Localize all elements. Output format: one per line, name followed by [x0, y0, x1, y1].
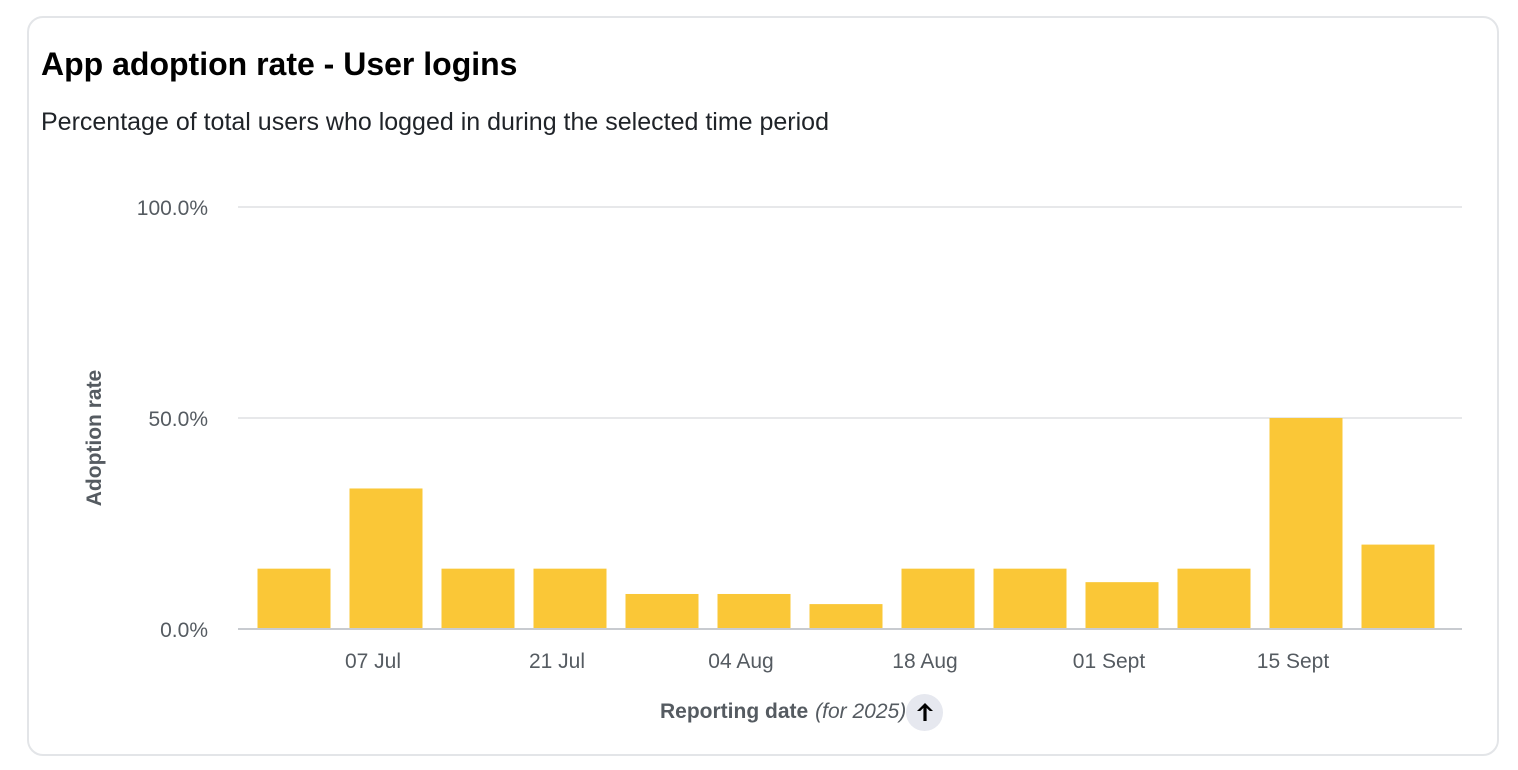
- x-axis-label-note: (for 2025): [815, 700, 907, 723]
- arrow-up-icon: [916, 703, 933, 721]
- y-tick-label: 100.0%: [137, 197, 208, 220]
- x-tick-label: 18 Aug: [892, 650, 957, 673]
- bars: [257, 418, 1435, 628]
- bar[interactable]: [1361, 544, 1435, 628]
- bar[interactable]: [1085, 582, 1159, 628]
- chart-subtitle: Percentage of total users who logged in …: [41, 108, 829, 136]
- sort-toggle-button[interactable]: [906, 693, 944, 731]
- chart-card: [27, 16, 1499, 756]
- bar[interactable]: [1177, 568, 1251, 628]
- bar[interactable]: [901, 568, 975, 628]
- bar[interactable]: [441, 568, 515, 628]
- y-tick-label: 0.0%: [160, 619, 208, 642]
- bar[interactable]: [809, 604, 883, 628]
- x-axis-label: Reporting date (for 2025): [660, 693, 944, 731]
- bar[interactable]: [1269, 418, 1343, 628]
- bar[interactable]: [993, 568, 1067, 628]
- bar[interactable]: [533, 568, 607, 628]
- y-tick-label: 50.0%: [148, 408, 208, 431]
- chart-title: App adoption rate - User logins: [41, 46, 518, 82]
- x-tick-label: 04 Aug: [708, 650, 773, 673]
- bar[interactable]: [349, 488, 423, 628]
- bar[interactable]: [717, 593, 791, 628]
- x-tick-label: 07 Jul: [345, 650, 401, 673]
- bar[interactable]: [257, 568, 331, 628]
- gridlines: [238, 206, 1462, 630]
- y-axis-label: Adoption rate: [83, 370, 106, 507]
- x-tick-label: 21 Jul: [529, 650, 585, 673]
- x-axis-label-text: Reporting date: [660, 700, 809, 723]
- y-tick-labels: 0.0% 50.0% 100.0%: [137, 197, 208, 642]
- bar[interactable]: [625, 593, 699, 628]
- x-tick-label: 01 Sept: [1073, 650, 1146, 673]
- x-tick-label: 15 Sept: [1257, 650, 1330, 673]
- x-tick-labels: 07 Jul 21 Jul 04 Aug 18 Aug 01 Sept 15 Sept: [345, 650, 1329, 673]
